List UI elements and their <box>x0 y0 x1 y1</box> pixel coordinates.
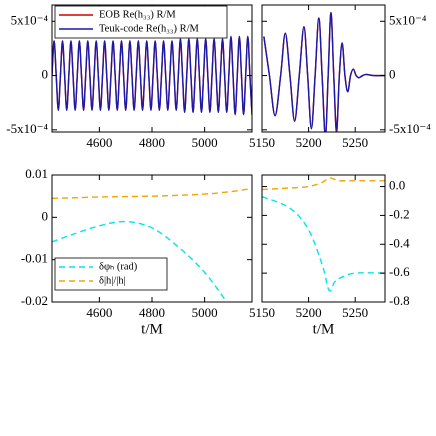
x-tick-label: 5250 <box>342 305 368 320</box>
series-line <box>262 177 385 191</box>
y-tick-label: -0.02 <box>21 293 48 308</box>
series-line <box>52 35 252 116</box>
x-tick-label: 5200 <box>296 305 322 320</box>
legend: δφₕ (rad) δ|h|/|h| <box>54 257 168 291</box>
legend: EOB Re(h₃₃) R/M Teuk-code Re(h₃₃) R/M <box>54 5 228 39</box>
series-line <box>262 195 385 292</box>
legend-label: Teuk-code Re(h₃₃) R/M <box>99 23 200 34</box>
legend-label: δ|h|/|h| <box>99 275 126 286</box>
x-tick-label: 5150 <box>249 135 275 150</box>
y-tick-label: 0 <box>42 208 49 223</box>
x-axis-label: t/M <box>313 321 335 337</box>
y-tick-label: -0.2 <box>389 206 410 221</box>
x-tick-label: 4600 <box>86 135 112 150</box>
series-line <box>52 187 252 199</box>
y-tick-label: 5x10⁻⁴ <box>389 12 427 27</box>
legend-box <box>54 257 168 291</box>
x-tick-label: 5250 <box>342 135 368 150</box>
panel-frame <box>261 174 386 303</box>
x-tick-label: 5150 <box>249 305 275 320</box>
legend-label: EOB Re(h₃₃) R/M <box>99 9 176 20</box>
y-tick-label: 0.01 <box>25 166 48 181</box>
y-tick-label: 0 <box>389 67 396 82</box>
y-tick-label: -5x10⁻⁴ <box>6 121 48 136</box>
legend-label: δφₕ (rad) <box>99 261 138 272</box>
series-line <box>263 11 385 132</box>
y-tick-label: 5x10⁻⁴ <box>11 12 49 27</box>
y-tick-label: -5x10⁻⁴ <box>389 121 431 136</box>
y-tick-label: 0 <box>42 67 49 82</box>
x-tick-label: 4800 <box>139 135 165 150</box>
y-tick-label: -0.4 <box>389 235 410 250</box>
y-tick-label: -0.01 <box>21 251 48 266</box>
x-axis-label: t/M <box>141 321 163 337</box>
x-tick-label: 4600 <box>86 305 112 320</box>
x-tick-label: 4800 <box>139 305 165 320</box>
x-tick-label: 5000 <box>192 135 218 150</box>
series-line <box>52 220 228 302</box>
panel-frame <box>261 4 386 133</box>
x-tick-label: 5200 <box>296 135 322 150</box>
y-tick-label: -0.6 <box>389 264 410 279</box>
y-tick-label: 0.0 <box>389 178 405 193</box>
legend-box <box>54 5 228 39</box>
y-tick-label: -0.8 <box>389 293 410 308</box>
x-tick-label: 5000 <box>192 305 218 320</box>
